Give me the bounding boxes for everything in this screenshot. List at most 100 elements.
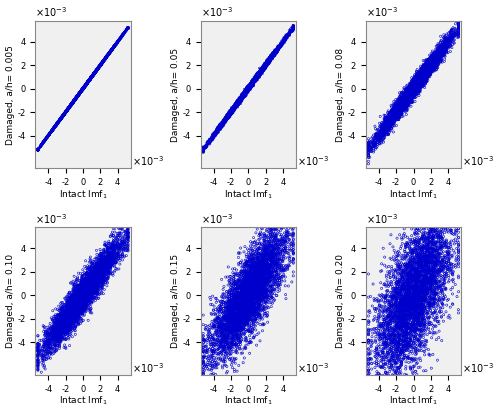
Point [228, 108, 235, 115]
Point [264, 264, 272, 271]
Point [250, 78, 258, 85]
Point [199, 349, 207, 355]
Point [62, 316, 70, 322]
Point [91, 69, 99, 76]
Point [232, 293, 240, 300]
Point [96, 61, 104, 68]
Point [74, 92, 82, 99]
Point [274, 258, 282, 265]
Point [290, 23, 298, 29]
Point [108, 46, 116, 52]
Point [396, 97, 404, 103]
Point [224, 112, 232, 119]
Point [218, 298, 226, 305]
Point [250, 280, 258, 287]
Point [94, 259, 102, 266]
Point [432, 51, 440, 57]
Point [402, 326, 410, 332]
Point [394, 263, 402, 269]
Point [94, 255, 102, 261]
Point [236, 339, 244, 346]
Point [251, 77, 259, 84]
Point [222, 114, 230, 121]
Point [260, 64, 268, 71]
Point [219, 322, 227, 328]
Point [431, 289, 439, 296]
Point [38, 141, 46, 148]
Point [426, 285, 434, 292]
Point [238, 94, 246, 101]
Point [400, 103, 408, 110]
Point [80, 287, 88, 294]
Point [384, 109, 392, 116]
Point [390, 115, 398, 121]
Point [89, 274, 97, 280]
Point [390, 107, 398, 113]
Point [416, 76, 424, 82]
Point [424, 254, 432, 260]
Point [238, 93, 246, 99]
Point [258, 70, 266, 77]
Point [433, 251, 441, 257]
Point [270, 49, 278, 56]
Point [416, 85, 424, 91]
Point [263, 294, 271, 301]
Point [250, 272, 258, 279]
Point [418, 261, 426, 267]
Point [409, 82, 417, 89]
Point [415, 78, 423, 85]
Point [78, 299, 86, 305]
Point [244, 86, 252, 93]
Point [238, 92, 246, 99]
Point [86, 306, 94, 313]
Point [454, 33, 462, 39]
Point [256, 276, 264, 282]
Point [282, 230, 290, 237]
Point [438, 297, 446, 303]
Point [217, 125, 225, 131]
Point [431, 218, 439, 225]
Point [68, 299, 76, 306]
Point [262, 249, 270, 255]
Point [218, 330, 226, 337]
Point [266, 58, 274, 65]
Point [77, 302, 85, 309]
Point [92, 280, 100, 286]
Point [66, 102, 74, 109]
Point [269, 52, 277, 59]
Point [68, 101, 76, 108]
Point [103, 259, 111, 266]
Point [260, 321, 268, 328]
Point [248, 81, 256, 88]
Point [400, 298, 408, 305]
Point [270, 245, 278, 252]
Point [256, 270, 264, 276]
Point [97, 61, 105, 67]
Point [228, 107, 235, 114]
Point [401, 98, 409, 104]
Point [228, 108, 235, 115]
Point [404, 93, 412, 99]
Point [443, 214, 451, 221]
Point [422, 74, 430, 80]
Point [452, 264, 460, 271]
Point [270, 256, 278, 263]
Point [42, 135, 50, 142]
Point [220, 326, 228, 333]
Point [66, 102, 74, 109]
Point [410, 86, 418, 93]
Point [92, 275, 100, 281]
Point [98, 261, 106, 267]
Point [410, 83, 418, 90]
Point [398, 322, 406, 328]
Point [56, 116, 64, 123]
Point [105, 248, 113, 255]
Point [243, 290, 251, 296]
Point [418, 83, 426, 90]
Point [400, 97, 408, 104]
Point [263, 287, 271, 293]
Point [432, 59, 440, 65]
Point [85, 280, 93, 286]
Point [220, 332, 228, 339]
Point [87, 74, 95, 81]
